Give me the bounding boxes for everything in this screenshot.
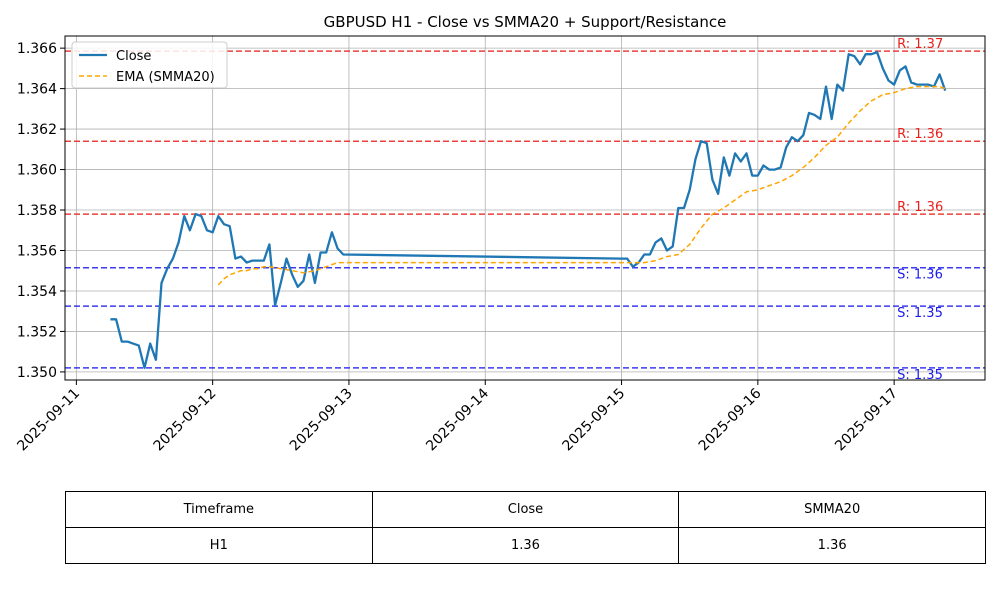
x-tick-label: 2025-09-11 [14,386,83,455]
x-tick-label: 2025-09-17 [832,386,901,455]
table-cell-smma20: 1.36 [678,527,986,564]
plot-frame [64,35,986,381]
summary-table: Timeframe Close SMMA20 H1 1.36 1.36 [65,491,986,564]
y-tick-label: 1.352 [17,324,57,340]
x-tick-label: 2025-09-15 [560,386,629,455]
y-tick-label: 1.364 [17,82,57,98]
support-label: S: 1.35 [897,368,943,383]
smma20-series-line [217,85,946,286]
resistance-label: R: 1.36 [897,200,943,215]
table-header-row: Timeframe Close SMMA20 [65,491,986,528]
axes: 2025-09-11 2025-09-12 2025-09-13 2025-09-14… [14,41,901,454]
x-tick-label: 2025-09-13 [287,386,356,455]
y-tick-label: 1.350 [17,365,57,381]
resistance-label: R: 1.37 [897,37,943,52]
support-label: S: 1.35 [897,306,943,321]
support-label: S: 1.36 [897,268,943,283]
table-header-smma20: SMMA20 [678,491,986,528]
legend-label: Close [116,49,151,64]
y-tick-label: 1.358 [17,203,57,219]
grid [65,36,985,380]
x-tick-label: 2025-09-12 [151,386,220,455]
table-row: H1 1.36 1.36 [65,527,986,564]
y-tick-label: 1.362 [17,122,57,138]
table-cell-timeframe: H1 [65,527,373,564]
series-lines [110,51,947,370]
table-header-timeframe: Timeframe [65,491,373,528]
y-tick-label: 1.354 [17,284,57,300]
table-header-close: Close [371,491,680,528]
legend: Close EMA (SMMA20) [71,41,228,89]
y-tick-label: 1.356 [17,243,57,259]
resistance-label: R: 1.36 [897,127,943,142]
legend-label: EMA (SMMA20) [116,70,215,85]
x-tick-label: 2025-09-16 [696,385,765,454]
table-cell-close: 1.36 [371,527,680,564]
level-labels: R: 1.37 R: 1.36 R: 1.36 S: 1.36 S: 1.35 S: 1.… [897,37,943,383]
support-resistance-levels [65,50,985,369]
chart-title: GBPUSD H1 - Close vs SMMA20 + Support/Re… [324,13,727,31]
y-tick-label: 1.366 [17,41,57,57]
x-tick-label: 2025-09-14 [423,385,492,454]
legend-box [71,41,228,89]
y-tick-label: 1.360 [17,163,57,179]
close-series-line [110,51,947,370]
